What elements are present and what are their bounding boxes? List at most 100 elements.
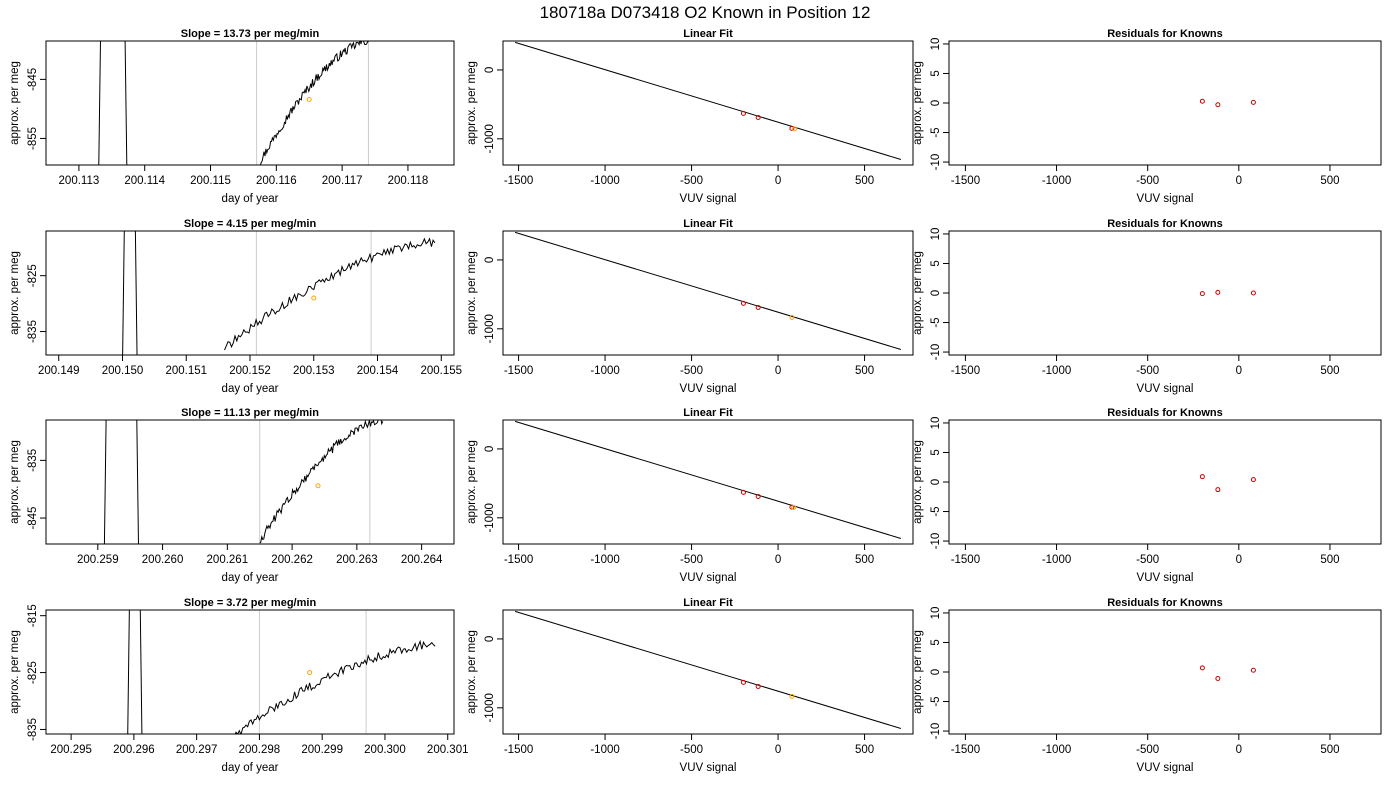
x-tick-label: -500 [680, 365, 703, 377]
plot-frame [502, 609, 914, 735]
y-tick-label: -1000 [484, 503, 496, 532]
x-tick-label: 200.295 [50, 744, 92, 756]
x-tick-label: 500 [1320, 175, 1339, 187]
y-tick-label: -5 [930, 127, 942, 137]
x-tick-label: 500 [1320, 365, 1339, 377]
y-tick-label: 0 [484, 67, 496, 73]
x-tick-label: -500 [680, 744, 703, 756]
x-tick-label: 200.113 [59, 175, 100, 187]
x-axis-label: VUV signal [680, 762, 737, 774]
x-tick-label: 0 [1236, 365, 1242, 377]
fit-line [514, 420, 902, 539]
y-tick-label: 0 [930, 669, 942, 675]
plot-frame [502, 230, 914, 356]
x-axis-label: VUV signal [680, 193, 737, 205]
fit-point [740, 679, 746, 685]
x-tick-label: 0 [1236, 554, 1242, 566]
x-tick-label: -500 [1136, 744, 1159, 756]
x-tick-label: -1000 [1042, 365, 1071, 377]
x-axis-label: VUV signal [1137, 193, 1194, 205]
x-tick-label: 200.300 [364, 744, 406, 756]
y-tick-label: 0 [484, 636, 496, 642]
y-tick-label: -1000 [484, 314, 496, 343]
y-tick-label: 5 [930, 639, 942, 645]
panel-title: Linear Fit [683, 597, 733, 609]
residual-point [1250, 290, 1256, 296]
y-tick-label: -10 [930, 344, 942, 361]
x-axis-label: VUV signal [1137, 762, 1194, 774]
x-tick-label: 200.155 [420, 365, 462, 377]
panel-title: Slope = 11.13 per meg/min [181, 407, 319, 419]
x-tick-label: -500 [1136, 365, 1159, 377]
x-tick-label: -1000 [590, 744, 619, 756]
y-tick-label: -1000 [484, 693, 496, 722]
y-tick-label: -835 [27, 449, 39, 472]
fit-point [789, 125, 795, 131]
signal-trace [224, 237, 436, 351]
panel-9: Residuals for Knowns -1500 -1000 -500 0 500 10… [912, 407, 1382, 584]
panel-title: Slope = 3.72 per meg/min [184, 597, 317, 609]
panel-title: Linear Fit [683, 218, 733, 230]
x-tick-label: 200.117 [322, 175, 363, 187]
x-tick-label: 200.114 [124, 175, 165, 187]
x-tick-label: 200.118 [388, 175, 429, 187]
x-tick-label: 500 [1320, 554, 1339, 566]
y-axis-label: approx. per meg [466, 630, 478, 714]
panel-title: Residuals for Knowns [1107, 407, 1223, 419]
x-tick-label: -1500 [951, 175, 980, 187]
x-tick-label: 500 [855, 365, 874, 377]
panel-4: Slope = 4.15 per meg/min 200.149 200.150 20… [9, 218, 462, 395]
x-tick-label: 200.150 [102, 365, 144, 377]
x-tick-label: 200.298 [239, 744, 281, 756]
y-axis-label: approx. per meg [912, 61, 924, 145]
x-tick-label: -500 [680, 175, 703, 187]
x-tick-label: 200.264 [401, 554, 443, 566]
fit-line [514, 231, 902, 350]
x-tick-label: 200.151 [165, 365, 207, 377]
fit-point [755, 304, 761, 310]
residual-point [1199, 665, 1205, 671]
x-axis-label: day of year [222, 762, 279, 774]
x-tick-label: -1000 [1042, 744, 1071, 756]
residual-point [1215, 102, 1221, 108]
figure-title: 180718a D073418 O2 Known in Position 12 [540, 3, 871, 22]
x-tick-label: -1000 [590, 175, 619, 187]
panel-title: Residuals for Knowns [1107, 28, 1223, 40]
panel-7: Slope = 11.13 per meg/min 200.259 200.260 2… [9, 407, 455, 584]
x-tick-label: 200.299 [301, 744, 343, 756]
x-tick-label: 500 [1320, 744, 1339, 756]
panel-title: Linear Fit [683, 28, 733, 40]
x-tick-label: -1000 [1042, 175, 1071, 187]
signal-trace [258, 41, 369, 165]
plot-frame [948, 609, 1382, 735]
panel-2: Linear Fit -1500 -1000 -500 0 500 0 -1000 VUV si… [466, 28, 914, 205]
fit-point [755, 493, 761, 499]
x-axis-label: VUV signal [680, 383, 737, 395]
x-tick-label: -1500 [504, 175, 533, 187]
plot-data [127, 610, 436, 734]
x-tick-label: 200.154 [357, 365, 399, 377]
panel-title: Residuals for Knowns [1107, 597, 1223, 609]
fit-point [789, 314, 795, 320]
fit-point [740, 489, 746, 495]
plot-data [1199, 474, 1256, 493]
residual-point [1199, 474, 1205, 480]
plot-frame [45, 230, 455, 356]
x-tick-label: 200.296 [113, 744, 155, 756]
x-tick-label: -1500 [504, 744, 533, 756]
x-tick-label: 200.153 [293, 365, 335, 377]
trace-spike [122, 231, 138, 355]
x-tick-label: 200.263 [336, 554, 378, 566]
x-tick-label: 200.149 [38, 365, 80, 377]
y-tick-label: 10 [930, 38, 942, 51]
x-tick-label: -1500 [951, 554, 980, 566]
fit-point [791, 504, 797, 510]
plot-frame [45, 40, 455, 166]
fit-point [740, 110, 746, 116]
y-axis-label: approx. per meg [9, 61, 21, 145]
residual-point [1199, 291, 1205, 297]
y-tick-label: -835 [27, 320, 39, 343]
y-tick-label: -845 [27, 68, 39, 91]
residual-point [1215, 487, 1221, 493]
